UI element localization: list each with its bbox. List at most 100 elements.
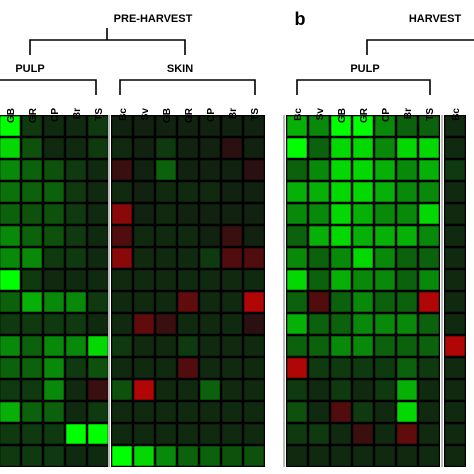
heat-cell — [111, 357, 133, 379]
heat-cell — [330, 181, 352, 203]
heat-cell — [133, 291, 155, 313]
heat-cell — [221, 379, 243, 401]
heat-cell — [133, 357, 155, 379]
heat-cell — [330, 379, 352, 401]
heat-cell — [418, 269, 440, 291]
heat-cell — [444, 291, 466, 313]
heat-cell — [374, 357, 396, 379]
heat-cell — [133, 181, 155, 203]
heat-cell — [87, 181, 109, 203]
heat-cell — [308, 137, 330, 159]
column-label: GB — [6, 108, 17, 123]
heat-cell — [65, 445, 87, 467]
heat-cell — [199, 247, 221, 269]
heat-cell — [87, 423, 109, 445]
heat-cell — [87, 335, 109, 357]
heat-cell — [286, 401, 308, 423]
heat-cell — [444, 401, 466, 423]
heat-cell — [21, 247, 43, 269]
heat-cell — [199, 203, 221, 225]
heat-cell — [155, 357, 177, 379]
heat-cell — [243, 181, 265, 203]
heat-cell — [418, 115, 440, 137]
heat-cell — [43, 423, 65, 445]
heat-cell — [65, 159, 87, 181]
heat-cell — [308, 423, 330, 445]
heat-cell — [243, 269, 265, 291]
heat-cell — [308, 181, 330, 203]
heat-cell — [418, 247, 440, 269]
bracket — [366, 39, 474, 55]
heat-cell — [133, 203, 155, 225]
heat-cell — [133, 115, 155, 137]
heat-cell — [396, 335, 418, 357]
heat-cell — [0, 291, 21, 313]
heat-cell — [199, 401, 221, 423]
heat-cell — [286, 335, 308, 357]
heat-cell — [133, 335, 155, 357]
heat-cell — [65, 357, 87, 379]
heat-cell — [352, 203, 374, 225]
heat-cell — [0, 115, 21, 137]
heat-cell — [286, 247, 308, 269]
heat-cell — [374, 115, 396, 137]
heat-cell — [133, 401, 155, 423]
heat-cell — [87, 445, 109, 467]
heat-cell — [21, 445, 43, 467]
heat-cell — [133, 423, 155, 445]
subgroup-title: PULP — [15, 63, 44, 75]
heat-cell — [352, 269, 374, 291]
heat-cell — [0, 335, 21, 357]
group-title: HARVEST — [409, 13, 462, 25]
heat-cell — [286, 203, 308, 225]
heat-cell — [155, 137, 177, 159]
heat-cell — [133, 379, 155, 401]
heat-cell — [0, 379, 21, 401]
heat-cell — [330, 159, 352, 181]
heat-cell — [286, 313, 308, 335]
heat-cell — [43, 181, 65, 203]
heat-cell — [352, 159, 374, 181]
heat-cell — [330, 269, 352, 291]
heat-cell — [444, 445, 466, 467]
heat-cell — [155, 379, 177, 401]
heat-cell — [65, 115, 87, 137]
column-label: GR — [184, 107, 195, 123]
heat-cell — [444, 379, 466, 401]
heat-cell — [396, 137, 418, 159]
heat-cell — [286, 269, 308, 291]
column-label: TS — [425, 108, 436, 121]
column-label: GB — [337, 108, 348, 123]
heat-cell — [396, 269, 418, 291]
heat-cell — [133, 159, 155, 181]
heat-cell — [177, 247, 199, 269]
heat-cell — [43, 335, 65, 357]
group-title: PRE-HARVEST — [114, 13, 193, 25]
heat-cell — [221, 401, 243, 423]
heat-cell — [352, 291, 374, 313]
heat-cell — [21, 181, 43, 203]
heat-cell — [87, 291, 109, 313]
heat-cell — [330, 225, 352, 247]
heat-cell — [65, 181, 87, 203]
heat-cell — [374, 225, 396, 247]
heat-cell — [21, 335, 43, 357]
heat-cell — [111, 137, 133, 159]
heat-cell — [243, 335, 265, 357]
heat-cell — [418, 225, 440, 247]
heat-cell — [396, 247, 418, 269]
heat-cell — [87, 203, 109, 225]
heat-cell — [396, 445, 418, 467]
heat-cell — [221, 335, 243, 357]
column-label: TS — [250, 108, 261, 121]
heat-cell — [65, 137, 87, 159]
heat-cell — [111, 379, 133, 401]
heat-cell — [286, 291, 308, 313]
heat-cell — [374, 401, 396, 423]
heat-cell — [199, 137, 221, 159]
heat-cell — [352, 313, 374, 335]
heat-cell — [199, 225, 221, 247]
heat-cell — [177, 225, 199, 247]
heat-cell — [221, 313, 243, 335]
heat-cell — [308, 379, 330, 401]
